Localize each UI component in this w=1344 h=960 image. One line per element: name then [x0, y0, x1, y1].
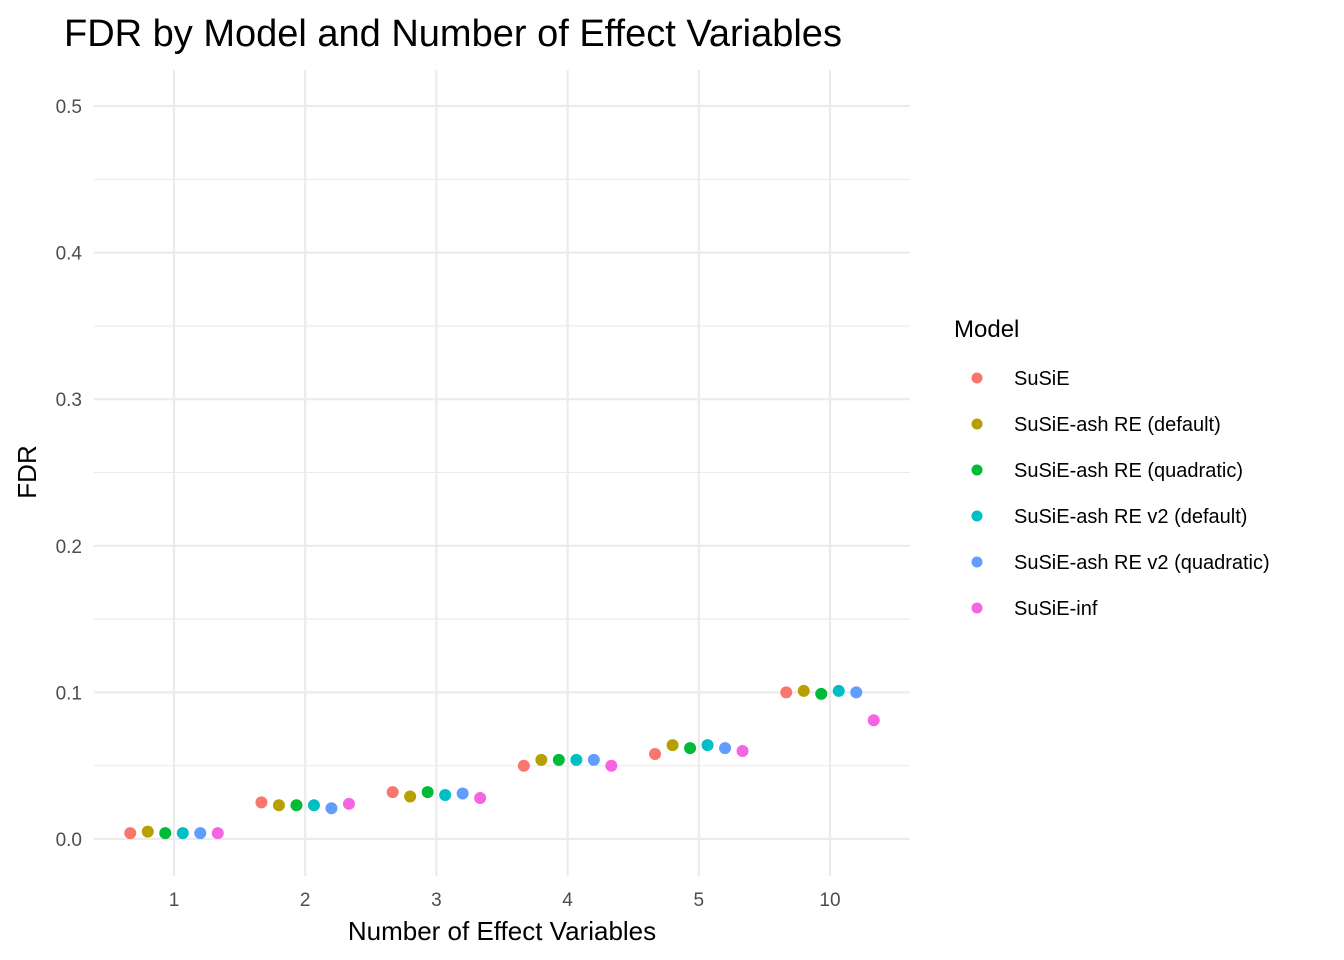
y-tick-label: 0.5 — [56, 97, 82, 118]
chart-title: FDR by Model and Number of Effect Variab… — [64, 13, 842, 55]
legend: Model SuSiE SuSiE-ash RE (default) SuSiE-a… — [954, 316, 1270, 620]
data-point — [141, 825, 154, 838]
legend-label: SuSiE-ash RE (quadratic) — [1014, 460, 1243, 482]
data-point — [255, 796, 268, 809]
data-point — [194, 827, 207, 840]
x-axis-title: Number of Effect Variables — [348, 916, 656, 946]
data-point — [386, 786, 399, 799]
data-point — [780, 686, 793, 699]
data-point — [159, 827, 172, 840]
x-tick-label: 3 — [431, 890, 442, 911]
data-point — [290, 799, 303, 812]
data-point — [832, 684, 845, 697]
legend-title: Model — [954, 316, 1019, 343]
data-point — [456, 787, 469, 800]
y-tick-label: 0.2 — [56, 537, 82, 558]
y-tick-label: 0.3 — [56, 390, 82, 411]
legend-key — [971, 602, 983, 614]
y-tick-label: 0.4 — [56, 244, 83, 265]
data-point — [605, 759, 618, 772]
x-tick-label: 2 — [300, 890, 311, 911]
data-point — [736, 745, 749, 758]
y-axis-ticks: 0.0 0.1 0.2 0.3 0.4 0.5 — [56, 97, 83, 851]
x-tick-label: 4 — [562, 890, 573, 911]
data-point — [421, 786, 434, 799]
data-point — [124, 827, 137, 840]
data-point — [815, 687, 828, 700]
y-tick-label: 0.1 — [56, 683, 82, 704]
data-point — [307, 799, 320, 812]
legend-key — [971, 418, 983, 430]
data-point — [176, 827, 189, 840]
data-point — [587, 753, 600, 766]
x-tick-label: 10 — [819, 890, 840, 911]
data-point — [535, 753, 548, 766]
data-point — [342, 797, 355, 810]
data-point — [649, 747, 662, 760]
data-point — [404, 790, 417, 803]
data-point — [850, 686, 863, 699]
data-point — [325, 802, 338, 815]
data-point — [439, 789, 452, 802]
legend-label: SuSiE-ash RE v2 (quadratic) — [1014, 552, 1270, 574]
data-point — [552, 753, 565, 766]
data-point — [719, 742, 732, 755]
legend-key — [971, 464, 983, 476]
points — [124, 684, 880, 840]
y-axis-title: FDR — [12, 445, 42, 498]
data-point — [517, 759, 530, 772]
legend-label: SuSiE-ash RE v2 (default) — [1014, 506, 1247, 528]
grid — [94, 70, 910, 876]
data-point — [570, 753, 583, 766]
data-point — [701, 739, 714, 752]
legend-key — [971, 372, 983, 384]
data-point — [666, 739, 679, 752]
x-axis-ticks: 1 2 3 4 5 10 — [169, 890, 841, 911]
data-point — [797, 684, 810, 697]
legend-key — [971, 510, 983, 522]
data-point — [211, 827, 224, 840]
data-point — [474, 791, 487, 804]
legend-label: SuSiE-ash RE (default) — [1014, 414, 1221, 436]
x-tick-label: 5 — [694, 890, 705, 911]
legend-label: SuSiE — [1014, 368, 1070, 390]
y-tick-label: 0.0 — [56, 830, 82, 851]
legend-label: SuSiE-inf — [1014, 598, 1098, 620]
data-point — [684, 742, 697, 755]
legend-key — [971, 556, 983, 568]
data-point — [272, 799, 285, 812]
x-tick-label: 1 — [169, 890, 180, 911]
data-point — [867, 714, 880, 727]
